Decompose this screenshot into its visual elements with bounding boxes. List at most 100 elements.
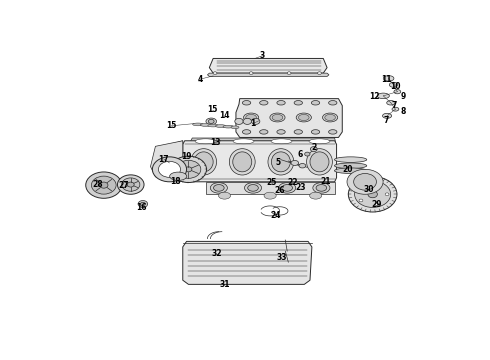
Ellipse shape — [387, 100, 395, 105]
Text: 25: 25 — [267, 178, 277, 187]
Text: 3: 3 — [260, 51, 265, 60]
Ellipse shape — [260, 100, 268, 105]
Ellipse shape — [291, 161, 298, 166]
Ellipse shape — [118, 175, 144, 194]
Text: 7: 7 — [392, 101, 397, 110]
Ellipse shape — [347, 169, 383, 194]
Ellipse shape — [359, 187, 363, 189]
Ellipse shape — [279, 183, 296, 193]
Ellipse shape — [99, 182, 108, 188]
Polygon shape — [190, 138, 336, 144]
Ellipse shape — [86, 172, 122, 198]
Ellipse shape — [368, 191, 377, 198]
Ellipse shape — [354, 174, 376, 190]
Text: 29: 29 — [371, 200, 382, 209]
Ellipse shape — [200, 123, 211, 126]
Ellipse shape — [296, 113, 311, 122]
Ellipse shape — [277, 100, 285, 105]
Ellipse shape — [235, 118, 243, 125]
Ellipse shape — [394, 90, 401, 94]
Ellipse shape — [282, 185, 293, 191]
Ellipse shape — [193, 123, 203, 126]
Ellipse shape — [176, 160, 201, 178]
Ellipse shape — [310, 152, 329, 172]
Text: 30: 30 — [364, 185, 374, 194]
Ellipse shape — [272, 114, 283, 121]
Text: 7: 7 — [383, 116, 389, 125]
Ellipse shape — [127, 182, 134, 187]
Ellipse shape — [195, 139, 216, 144]
Ellipse shape — [390, 82, 398, 87]
Text: 15: 15 — [166, 121, 176, 130]
Ellipse shape — [185, 167, 192, 172]
Ellipse shape — [194, 152, 213, 172]
Ellipse shape — [329, 100, 337, 105]
Ellipse shape — [305, 152, 310, 156]
Ellipse shape — [229, 149, 255, 175]
Ellipse shape — [375, 183, 379, 186]
Ellipse shape — [251, 118, 260, 125]
Text: 27: 27 — [119, 181, 129, 190]
Ellipse shape — [208, 119, 214, 123]
Ellipse shape — [377, 93, 390, 99]
Text: 31: 31 — [220, 280, 230, 289]
Ellipse shape — [309, 139, 330, 144]
Ellipse shape — [246, 114, 256, 121]
Ellipse shape — [310, 192, 322, 199]
Ellipse shape — [158, 161, 180, 177]
Text: 13: 13 — [210, 139, 220, 148]
Polygon shape — [209, 58, 327, 73]
Ellipse shape — [322, 113, 338, 122]
Text: 1: 1 — [250, 119, 256, 128]
Ellipse shape — [325, 114, 336, 121]
Ellipse shape — [383, 113, 392, 118]
Ellipse shape — [271, 139, 292, 144]
Ellipse shape — [287, 72, 291, 75]
Ellipse shape — [385, 193, 389, 196]
Ellipse shape — [307, 149, 332, 175]
Ellipse shape — [268, 149, 294, 175]
Ellipse shape — [233, 152, 252, 172]
Polygon shape — [156, 141, 183, 182]
Ellipse shape — [233, 139, 254, 144]
Ellipse shape — [210, 183, 227, 193]
Ellipse shape — [359, 199, 363, 202]
Ellipse shape — [311, 130, 319, 134]
Text: 2: 2 — [311, 143, 317, 152]
Text: 22: 22 — [288, 178, 298, 187]
Ellipse shape — [294, 130, 302, 134]
Ellipse shape — [375, 203, 379, 206]
Polygon shape — [206, 182, 335, 194]
Ellipse shape — [138, 201, 147, 207]
Text: 9: 9 — [400, 92, 406, 101]
Ellipse shape — [223, 125, 234, 128]
Text: 15: 15 — [207, 105, 218, 114]
Ellipse shape — [170, 172, 187, 180]
Text: 24: 24 — [270, 211, 281, 220]
Ellipse shape — [214, 185, 224, 191]
Ellipse shape — [231, 126, 239, 129]
Ellipse shape — [122, 178, 140, 191]
Text: 18: 18 — [170, 177, 180, 186]
Ellipse shape — [219, 192, 231, 199]
Ellipse shape — [244, 113, 259, 122]
Polygon shape — [183, 141, 337, 182]
Text: 8: 8 — [400, 107, 406, 116]
Ellipse shape — [243, 130, 251, 134]
Ellipse shape — [264, 192, 276, 199]
Ellipse shape — [313, 183, 330, 193]
Text: 5: 5 — [275, 158, 280, 167]
Ellipse shape — [141, 202, 145, 206]
Ellipse shape — [152, 157, 187, 182]
Text: 17: 17 — [158, 154, 169, 163]
Text: 10: 10 — [390, 82, 401, 91]
Text: 6: 6 — [298, 150, 303, 158]
Ellipse shape — [171, 156, 206, 183]
Text: 19: 19 — [181, 152, 192, 161]
Text: 20: 20 — [343, 165, 353, 174]
Text: 23: 23 — [295, 183, 306, 192]
Ellipse shape — [294, 100, 302, 105]
Ellipse shape — [206, 118, 217, 125]
Text: 16: 16 — [136, 203, 146, 212]
Ellipse shape — [355, 181, 391, 207]
